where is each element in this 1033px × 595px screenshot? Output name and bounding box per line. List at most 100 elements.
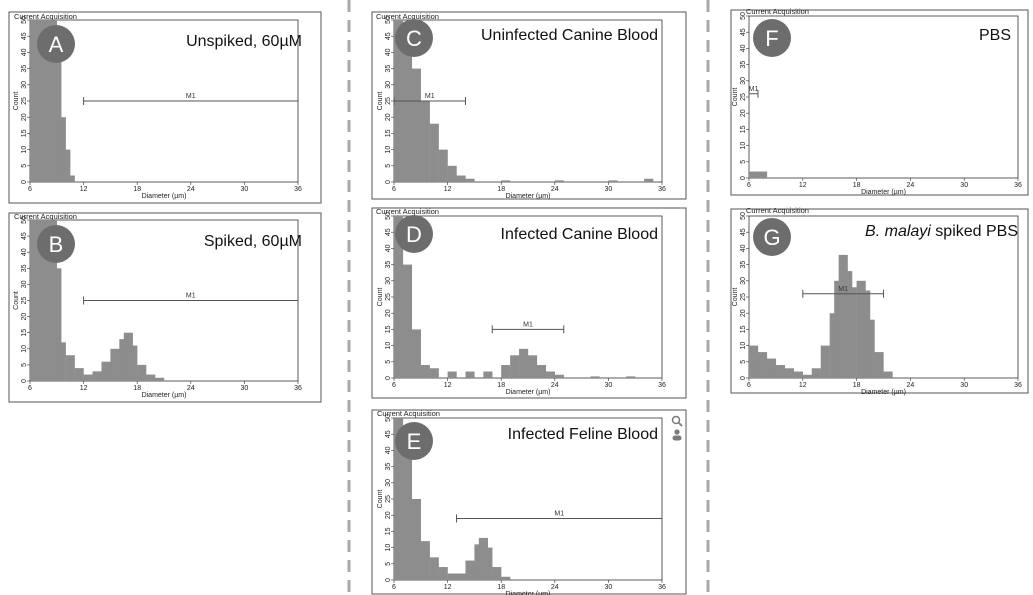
x-tick-label: 30 (605, 382, 613, 389)
histogram-bar (501, 365, 511, 378)
histogram-bar (519, 348, 529, 378)
panel-title: Unspiked, 60µM (186, 33, 302, 50)
x-tick-label: 18 (853, 182, 861, 189)
acquisition-title: Current Acquisition (14, 12, 77, 21)
panel-title: Uninfected Canine Blood (481, 27, 658, 44)
acquisition-title: Current Acquisition (377, 409, 440, 418)
y-axis-label: Count (377, 288, 384, 307)
histogram-bar (429, 557, 439, 580)
histogram-panel-f: Current Acquisition 0 5 10 15 20 25 30 35 40 45 50… (730, 7, 1029, 196)
y-tick-label: 15 (21, 129, 28, 137)
y-axis-label: Count (732, 288, 739, 307)
y-tick-label: 35 (21, 264, 28, 272)
panel-letter-badge (395, 422, 433, 460)
y-tick-label: 50 (21, 216, 28, 224)
x-tick-label: 36 (658, 382, 666, 389)
histogram-bar (30, 20, 40, 182)
y-tick-label: 40 (21, 48, 28, 56)
histogram-bar (465, 560, 475, 580)
histogram-bar (65, 175, 75, 182)
y-tick-label: 45 (385, 228, 392, 236)
x-tick-label: 6 (747, 182, 751, 189)
x-tick-label: 30 (241, 186, 249, 193)
x-tick-label: 6 (392, 382, 396, 389)
histogram-bar (402, 450, 413, 580)
histogram-bar (749, 171, 759, 178)
histogram-bar (793, 371, 803, 378)
y-tick-label: 40 (740, 244, 747, 252)
x-tick-label: 18 (497, 382, 505, 389)
histogram-bar (155, 377, 165, 381)
y-tick-label: 50 (385, 414, 392, 422)
histogram-bar (411, 68, 421, 182)
y-tick-label: 45 (21, 32, 28, 40)
histogram-bar (510, 355, 520, 378)
panel-letter-badge (395, 19, 433, 57)
y-axis-label: Count (377, 92, 384, 111)
panel-title-italic: B. malayi (865, 223, 931, 240)
histogram-bar (402, 36, 413, 183)
x-tick-label: 12 (444, 186, 452, 193)
x-tick-label: 24 (551, 186, 559, 193)
histogram-bar (429, 123, 439, 182)
panel-letter-badge (395, 215, 433, 253)
x-tick-label: 24 (551, 584, 559, 591)
histogram-bar (820, 345, 830, 378)
histogram-bar (38, 20, 49, 182)
histogram-bar (438, 149, 448, 182)
y-tick-label: 10 (21, 146, 28, 154)
panel-letter-badge (37, 225, 75, 263)
histogram-bar (644, 178, 654, 182)
magnifier-icon[interactable] (671, 415, 683, 427)
x-tick-label: 24 (187, 186, 195, 193)
histogram-bar (83, 374, 93, 381)
y-tick-label: 45 (21, 232, 28, 240)
y-tick-label: 30 (21, 280, 28, 288)
y-tick-label: 20 (385, 309, 392, 317)
x-tick-label: 36 (658, 186, 666, 193)
y-tick-label: 25 (21, 297, 28, 305)
histogram-bar (501, 576, 511, 580)
x-tick-label: 12 (80, 186, 88, 193)
x-tick-label: 18 (497, 584, 505, 591)
histogram-bar (447, 573, 457, 580)
y-tick-label: 50 (740, 212, 747, 220)
x-tick-label: 18 (133, 385, 141, 392)
y-tick-label: 5 (385, 360, 392, 364)
y-tick-label: 5 (385, 164, 392, 168)
y-tick-label: 20 (740, 109, 747, 117)
panel-title: Spiked, 60µM (204, 233, 302, 250)
histogram-bar (554, 180, 564, 182)
x-tick-label: 24 (907, 182, 915, 189)
x-tick-label: 12 (444, 382, 452, 389)
x-tick-label: 24 (187, 385, 195, 392)
histogram-bar (411, 329, 421, 378)
histogram-bar (874, 352, 884, 378)
y-tick-label: 10 (740, 142, 747, 150)
histogram-bar (608, 180, 618, 182)
y-tick-label: 5 (21, 164, 28, 168)
plot-area-c: 0 5 10 15 20 25 30 35 40 45 50 6 12 18 24 30 36 Diameter … (377, 16, 666, 200)
y-tick-label: 10 (385, 146, 392, 154)
histogram-bar (501, 180, 511, 182)
y-tick-label: 25 (740, 93, 747, 101)
x-tick-label: 30 (241, 385, 249, 392)
x-tick-label: 6 (28, 186, 32, 193)
panel-letter-badge (753, 19, 791, 57)
histogram-bar (528, 355, 538, 378)
histogram-bar (394, 418, 404, 580)
plot-frame (393, 417, 663, 581)
y-tick-label: 35 (740, 261, 747, 269)
gate-label: M1 (838, 286, 848, 293)
x-tick-label: 30 (605, 186, 613, 193)
y-tick-label: 50 (385, 212, 392, 220)
histogram-bar (30, 220, 40, 381)
user-icon[interactable] (672, 429, 682, 441)
y-tick-label: 45 (740, 228, 747, 236)
x-tick-label: 12 (80, 385, 88, 392)
y-tick-label: 45 (385, 430, 392, 438)
histogram-bar (56, 342, 66, 381)
y-tick-label: 20 (385, 113, 392, 121)
x-tick-label: 18 (497, 186, 505, 193)
histogram-bar (394, 216, 404, 378)
